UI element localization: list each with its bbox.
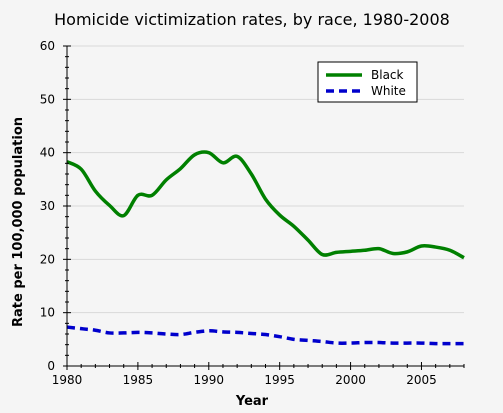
chart-title: Homicide victimization rates, by race, 1… [54,10,450,29]
x-axis-label: Year [235,394,269,409]
x-tick-label: 1995 [264,373,295,387]
series-line-black [66,150,465,260]
x-tick-label: 2000 [335,373,366,387]
legend-label-white: White [371,84,406,98]
y-tick-label: 0 [47,359,55,373]
series-lines [66,150,465,346]
x-tick-label: 1990 [194,373,225,387]
legend-box [317,61,418,103]
y-tick-label: 10 [40,306,55,320]
series-line-white [66,325,464,346]
x-tick-label: 1980 [52,373,83,387]
x-tick-label: 2005 [406,373,437,387]
y-tick-label: 30 [40,199,55,213]
grid-lines [67,45,464,314]
x-tick-label: 1985 [123,373,154,387]
y-tick-label: 50 [40,92,55,106]
legend: Black White [317,61,418,103]
y-axis-label: Rate per 100,000 population [11,117,26,327]
legend-label-black: Black [371,68,404,82]
axes: 0 10 20 30 40 50 60 1980 1985 1990 1995 2000 2005 [40,39,465,387]
y-tick-label: 20 [40,252,55,266]
y-tick-label: 60 [40,39,55,53]
y-tick-label: 40 [40,146,55,160]
